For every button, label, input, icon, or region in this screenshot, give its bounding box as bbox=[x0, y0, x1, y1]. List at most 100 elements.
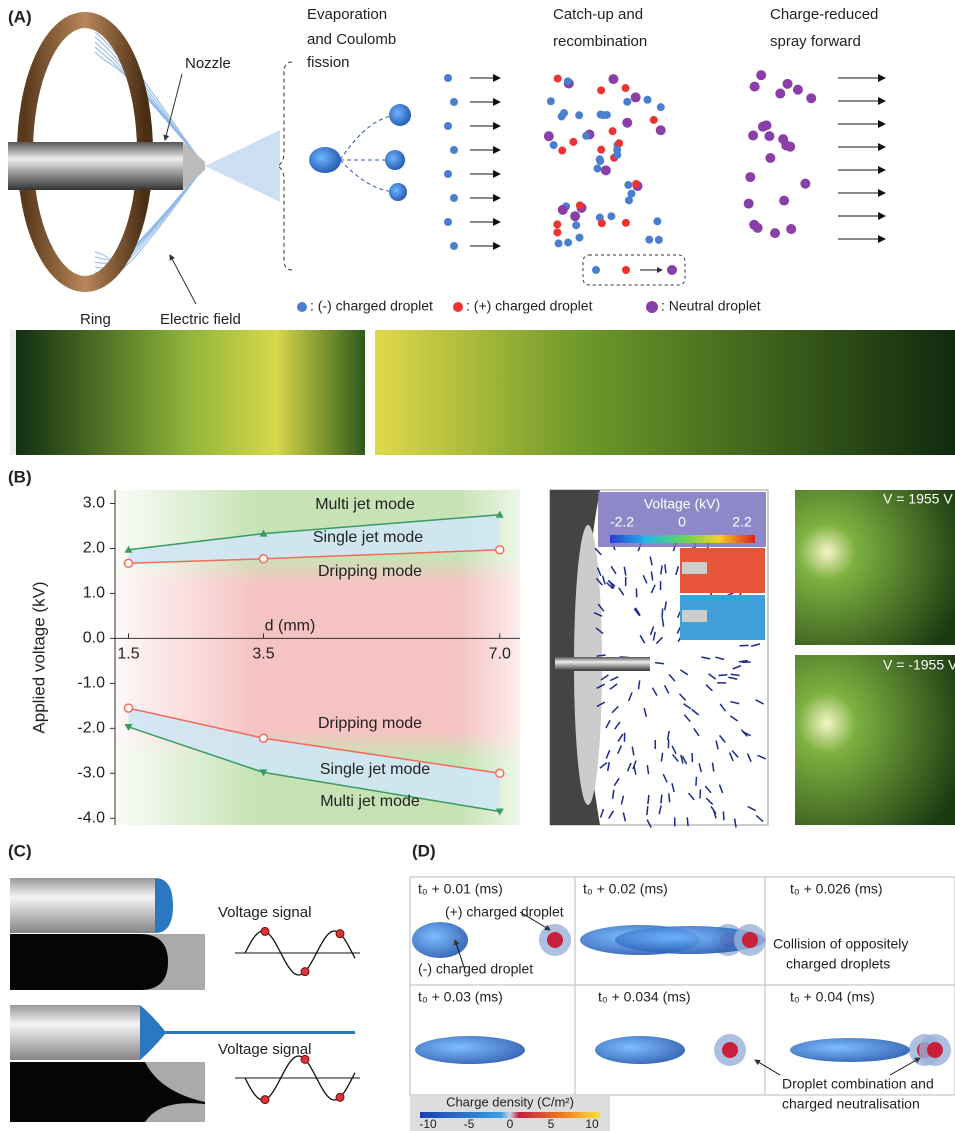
vector bbox=[662, 608, 663, 617]
x-tick-label: 1.5 bbox=[117, 646, 139, 663]
droplet bbox=[645, 236, 653, 244]
droplet bbox=[450, 194, 458, 202]
colorbar-tick: 5 bbox=[548, 1117, 555, 1131]
droplet bbox=[748, 130, 758, 140]
droplet bbox=[560, 109, 568, 117]
droplet bbox=[576, 201, 584, 209]
droplet bbox=[575, 234, 583, 242]
label: and Coulomb bbox=[307, 31, 396, 48]
label: (D) bbox=[412, 841, 436, 860]
label: t₀ + 0.034 (ms) bbox=[598, 989, 691, 1005]
droplet bbox=[597, 146, 605, 154]
y-tick-label: -1.0 bbox=[77, 675, 105, 692]
annotation: Single jet mode bbox=[320, 761, 430, 778]
droplet bbox=[593, 165, 601, 173]
droplet bbox=[806, 93, 816, 103]
label: Evaporation bbox=[307, 6, 387, 23]
sample bbox=[336, 1093, 344, 1101]
figure: (A)NozzleRingElectric fieldEvaporationan… bbox=[0, 0, 955, 1131]
droplet bbox=[753, 223, 763, 233]
label: (A) bbox=[8, 7, 32, 26]
droplet bbox=[742, 932, 758, 948]
droplet bbox=[598, 219, 606, 227]
droplet bbox=[778, 134, 788, 144]
annotation: Multi jet mode bbox=[320, 793, 420, 810]
droplet bbox=[558, 205, 568, 215]
droplet bbox=[775, 89, 785, 99]
droplet bbox=[450, 146, 458, 154]
annotation: Dripping mode bbox=[318, 715, 422, 732]
droplet bbox=[650, 116, 658, 124]
droplet bbox=[389, 183, 407, 201]
x-tick-label: 7.0 bbox=[489, 646, 511, 663]
sample bbox=[336, 930, 344, 938]
nozzle bbox=[8, 142, 183, 190]
y-tick-label: 3.0 bbox=[83, 495, 105, 512]
droplet bbox=[309, 147, 341, 173]
droplet bbox=[657, 103, 665, 111]
y-axis-label: Applied voltage (kV) bbox=[29, 581, 48, 733]
nozzle bbox=[10, 1005, 140, 1060]
label: charged droplets bbox=[786, 956, 890, 972]
droplet bbox=[613, 151, 621, 159]
annotation: Dripping mode bbox=[318, 563, 422, 580]
sample bbox=[301, 968, 309, 976]
droplet bbox=[667, 265, 677, 275]
panel-a-drawing bbox=[8, 20, 955, 455]
droplet bbox=[644, 96, 652, 104]
label: charged neutralisation bbox=[782, 1096, 920, 1112]
label: 2.2 bbox=[732, 514, 752, 530]
droplet bbox=[450, 98, 458, 106]
label: Voltage (kV) bbox=[644, 496, 720, 512]
droplet bbox=[631, 92, 641, 102]
droplet bbox=[544, 131, 554, 141]
vector bbox=[696, 777, 697, 786]
label: (+) charged droplet bbox=[445, 904, 564, 920]
y-tick-label: 0.0 bbox=[83, 630, 105, 647]
droplet bbox=[592, 266, 600, 274]
droplet bbox=[632, 180, 640, 188]
label: : Neutral droplet bbox=[661, 298, 761, 314]
droplet bbox=[624, 181, 632, 189]
droplet bbox=[553, 228, 561, 236]
inset-nozzle bbox=[682, 562, 707, 574]
y-tick-label: -2.0 bbox=[77, 720, 105, 737]
droplet bbox=[444, 122, 452, 130]
droplet bbox=[800, 179, 810, 189]
y-tick-label: 1.0 bbox=[83, 585, 105, 602]
droplet bbox=[793, 85, 803, 95]
colorbar-tick: 10 bbox=[585, 1117, 599, 1131]
droplet bbox=[770, 228, 780, 238]
annotation: Single jet mode bbox=[313, 529, 423, 546]
droplet bbox=[553, 220, 561, 228]
droplet bbox=[785, 142, 795, 152]
label: Catch-up and bbox=[553, 6, 643, 23]
vector bbox=[723, 811, 724, 820]
droplet bbox=[609, 127, 617, 135]
nozzle bbox=[10, 878, 155, 933]
colorbar-tick: -5 bbox=[464, 1117, 475, 1131]
label: 0 bbox=[678, 514, 686, 530]
vector bbox=[687, 817, 688, 826]
y-tick-label: -4.0 bbox=[77, 809, 105, 826]
label: V = -1955 V bbox=[883, 657, 955, 673]
droplet bbox=[744, 199, 754, 209]
droplet bbox=[564, 77, 572, 85]
droplet bbox=[745, 172, 755, 182]
droplet bbox=[444, 170, 452, 178]
droplet bbox=[750, 82, 760, 92]
spray-photo bbox=[375, 330, 955, 455]
droplet bbox=[415, 1036, 525, 1064]
nozzle-tip bbox=[183, 142, 205, 190]
droplet bbox=[607, 212, 615, 220]
droplet bbox=[758, 122, 768, 132]
droplet bbox=[622, 266, 630, 274]
droplet bbox=[764, 131, 774, 141]
label: Voltage signal bbox=[218, 1041, 311, 1058]
label: : (-) charged droplet bbox=[310, 298, 433, 314]
colorbar-tick: 0 bbox=[507, 1117, 514, 1131]
point bbox=[496, 769, 504, 777]
page: (A)NozzleRingElectric fieldEvaporationan… bbox=[0, 0, 955, 1131]
label: (-) charged droplet bbox=[418, 961, 533, 977]
vector bbox=[597, 655, 606, 656]
